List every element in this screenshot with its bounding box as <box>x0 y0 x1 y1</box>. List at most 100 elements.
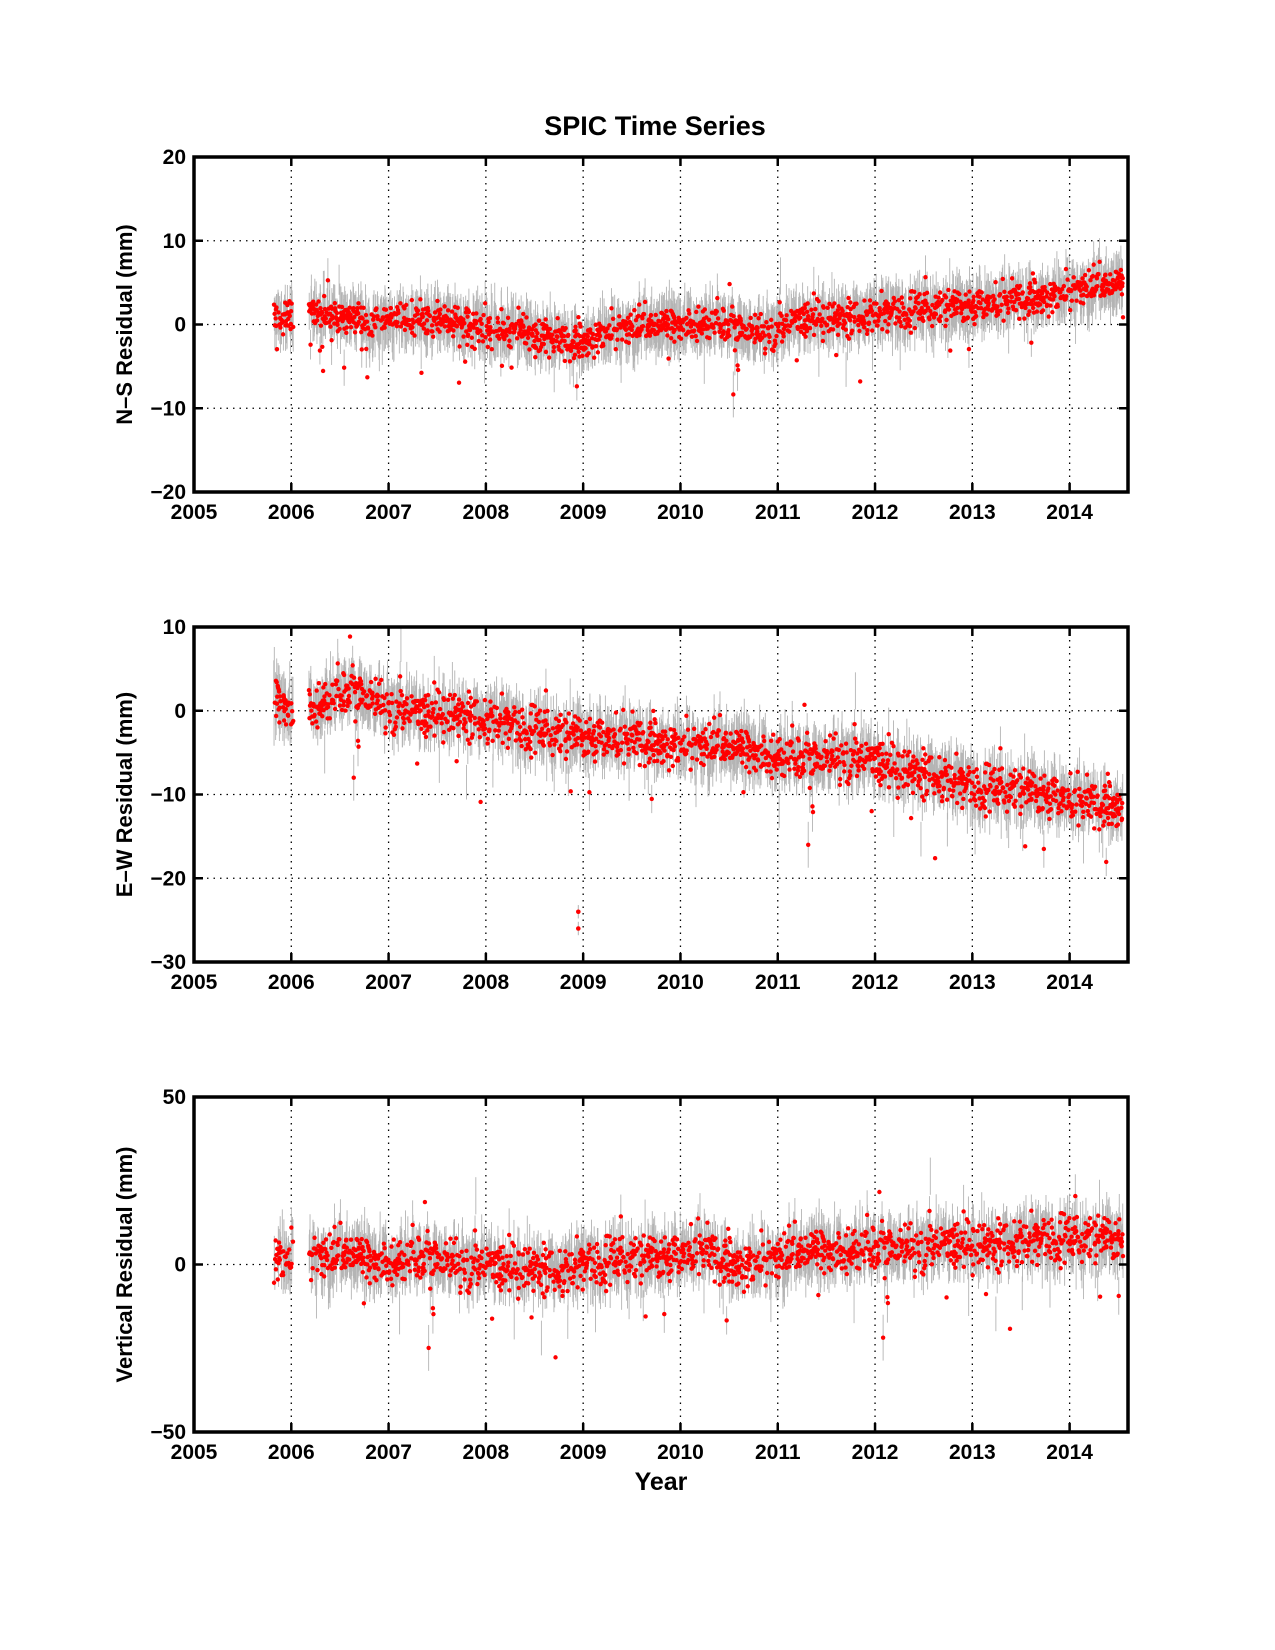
x-tick-label: 2013 <box>949 501 996 524</box>
data-point <box>567 359 573 364</box>
data-point <box>929 323 935 329</box>
data-point <box>421 321 427 326</box>
data-point <box>954 310 959 316</box>
data-point <box>615 337 620 342</box>
data-points <box>272 627 1125 936</box>
data-point <box>479 321 484 327</box>
data-point <box>673 322 678 327</box>
data-point <box>1017 283 1023 289</box>
data-point <box>1044 294 1049 299</box>
data-point <box>1029 340 1034 345</box>
data-point <box>1088 278 1093 283</box>
data-point <box>856 322 861 328</box>
data-point <box>1045 290 1050 295</box>
data-point <box>348 312 353 317</box>
data-point <box>781 334 786 339</box>
data-point <box>508 345 513 350</box>
data-point <box>1064 294 1069 299</box>
data-point <box>1032 280 1038 285</box>
data-point <box>288 308 294 314</box>
data-point <box>585 334 590 339</box>
y-axis-label: N–S Residual (mm) <box>112 224 137 425</box>
data-point <box>830 327 836 332</box>
data-point <box>632 307 637 313</box>
data-point <box>990 306 996 312</box>
data-point <box>509 365 514 370</box>
data-point <box>442 304 447 309</box>
data-point <box>820 316 825 321</box>
data-point <box>442 324 448 329</box>
data-point <box>911 309 916 314</box>
data-point <box>1068 307 1073 313</box>
data-point <box>706 317 712 323</box>
data-point <box>533 354 538 360</box>
data-point <box>666 356 671 361</box>
data-point <box>805 301 810 306</box>
data-point <box>1061 283 1067 289</box>
data-point <box>437 329 442 334</box>
data-point <box>630 324 635 329</box>
data-point <box>726 321 731 327</box>
data-point <box>507 338 512 343</box>
data-point <box>1106 287 1111 292</box>
data-point <box>642 299 648 305</box>
data-point <box>519 319 524 324</box>
data-point <box>533 345 539 351</box>
data-point <box>480 339 486 344</box>
data-point <box>802 305 807 311</box>
data-point <box>837 321 842 326</box>
data-point <box>1090 273 1096 279</box>
data-point <box>955 297 960 303</box>
data-point <box>339 304 345 310</box>
data-point <box>273 316 278 321</box>
data-point <box>373 325 378 330</box>
data-point <box>1002 289 1007 294</box>
data-point <box>835 308 841 313</box>
ns-residual-panel: 2005 2006 2007 2008 2009 2010 2011 2012 2013 2014… <box>112 146 1130 524</box>
data-point <box>318 323 324 328</box>
data-point <box>879 288 884 294</box>
data-point <box>1027 309 1032 314</box>
data-point <box>280 320 285 325</box>
data-point <box>1097 259 1102 265</box>
data-point <box>779 339 785 344</box>
data-point <box>361 305 366 311</box>
data-point <box>524 315 529 320</box>
data-point <box>513 321 519 327</box>
data-point <box>507 330 513 335</box>
data-point <box>555 334 560 340</box>
data-point <box>881 311 887 316</box>
data-point <box>409 297 415 303</box>
data-point <box>784 313 789 318</box>
x-tick-label: 2006 <box>268 501 315 524</box>
data-point <box>995 312 1001 317</box>
data-point <box>486 319 491 325</box>
data-point <box>365 375 370 380</box>
data-point <box>320 368 326 374</box>
data-point <box>332 301 338 306</box>
data-point <box>495 315 500 321</box>
data-point <box>727 281 732 287</box>
data-point <box>928 308 933 314</box>
data-point <box>640 316 645 321</box>
data-point <box>472 346 477 351</box>
data-point <box>767 339 772 345</box>
data-point <box>636 313 641 319</box>
data-point <box>590 331 596 337</box>
data-point <box>904 312 909 317</box>
data-point <box>971 298 976 303</box>
data-point <box>762 333 767 338</box>
data-point <box>846 295 851 301</box>
data-point <box>992 297 997 302</box>
x-tick-label: 2014 <box>1046 501 1093 524</box>
data-point <box>1000 276 1006 282</box>
x-tick-label: 2005 <box>171 501 218 524</box>
data-point <box>875 323 880 328</box>
data-point <box>732 325 737 330</box>
data-point <box>811 291 817 296</box>
data-point <box>1042 284 1047 290</box>
data-point <box>726 327 731 333</box>
data-point <box>727 333 732 338</box>
data-point <box>877 308 883 313</box>
data-point <box>946 307 952 312</box>
